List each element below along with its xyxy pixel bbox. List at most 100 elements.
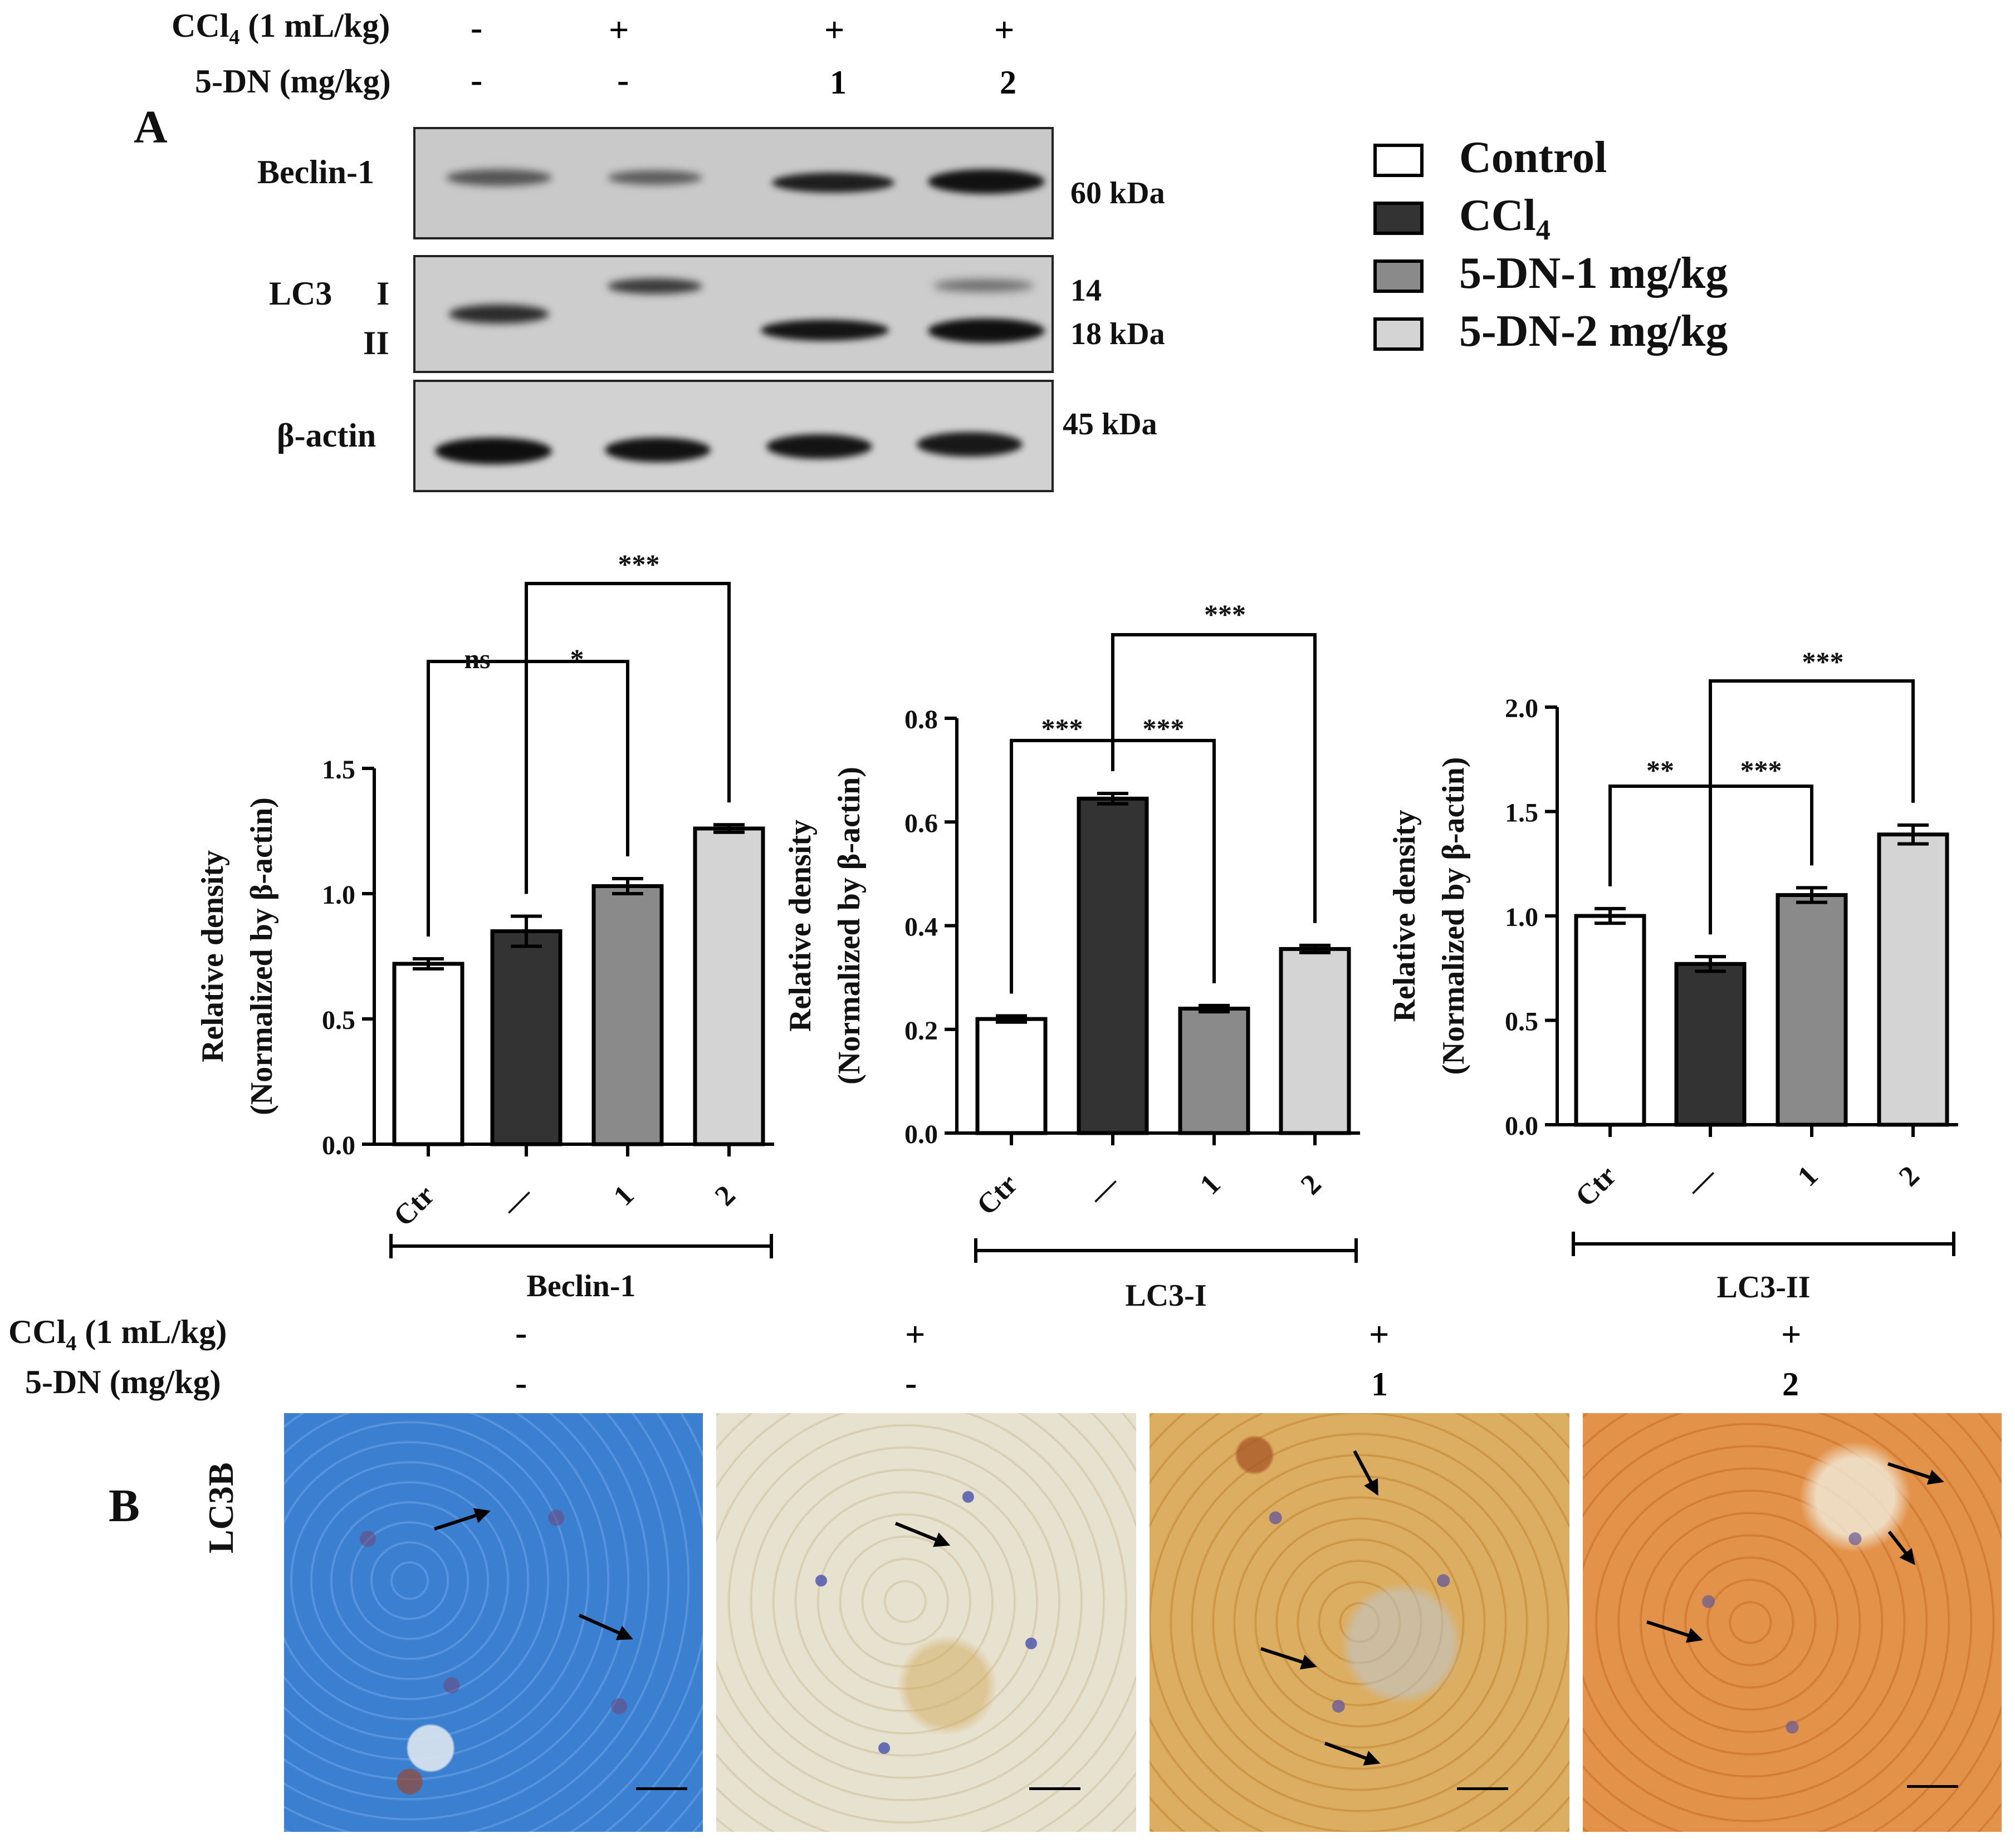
- bar: [1776, 893, 1848, 1127]
- lc3-ii-label: II: [363, 325, 389, 361]
- panel-b-letter: B: [109, 1480, 140, 1532]
- lc3-kda-bottom: 18 kDa: [1070, 317, 1165, 351]
- y-tick-label: 1.0: [1505, 903, 1538, 932]
- legend-swatch-ccl4: [1373, 202, 1424, 235]
- x-tick-label: 2: [709, 1179, 742, 1212]
- y-tick-label: 0.0: [322, 1131, 355, 1160]
- scale-bar: [636, 1787, 687, 1790]
- y-axis-label: Relative density: [1387, 810, 1422, 1022]
- bar: [1574, 914, 1646, 1127]
- x-tick-label: —: [1680, 1159, 1723, 1203]
- panel-b-ccl4-value-2: +: [905, 1315, 926, 1354]
- lc3-blot-label: LC3: [269, 275, 332, 312]
- y-tick-label: 0.6: [904, 808, 938, 838]
- micrograph-control: [284, 1413, 703, 1832]
- bar: [1674, 962, 1747, 1127]
- actin-band-2: [605, 438, 711, 462]
- x-tick-label: 2: [1893, 1160, 1926, 1193]
- dn-value-1: -: [471, 60, 483, 100]
- y-axis-label-2: (Normalized by β-actin): [1436, 757, 1471, 1075]
- panel-b-dn-value-1: -: [515, 1363, 527, 1403]
- lc3-band-1: [449, 305, 549, 323]
- legend-swatch-control: [1373, 144, 1424, 177]
- dn-value-2: -: [617, 60, 629, 100]
- beclin-band-3: [772, 173, 894, 193]
- ccl4-value-4: +: [994, 10, 1015, 50]
- significance-bracket: [1608, 785, 1712, 935]
- lc3-band-2: [608, 278, 702, 294]
- y-tick-label: 0.0: [1505, 1111, 1538, 1141]
- arrow-icon: [1887, 1462, 1942, 1483]
- x-tick-label: 1: [608, 1179, 640, 1212]
- y-tick-label: 0.4: [904, 913, 938, 942]
- actin-band-4: [917, 432, 1023, 457]
- significance-label: ***: [1802, 646, 1844, 677]
- scale-bar: [1457, 1787, 1508, 1790]
- y-tick-label: 0.8: [904, 705, 938, 734]
- bar: [591, 884, 664, 1146]
- legend-ccl4-sub: 4: [1535, 214, 1551, 246]
- arrow-icon: [578, 1614, 631, 1640]
- dn-value-3: 1: [830, 64, 847, 101]
- legend-ccl4-main: CCl: [1459, 191, 1536, 240]
- lc3-blot: [413, 255, 1054, 373]
- lc3-band-3: [761, 320, 889, 341]
- ccl4-value-2: +: [609, 10, 629, 50]
- actin-band-1: [435, 438, 552, 464]
- ccl4-label-sub: 4: [229, 26, 240, 49]
- arrow-icon: [1646, 1620, 1701, 1641]
- y-tick-label: 0.5: [322, 1006, 355, 1035]
- lc3-band-4-faint: [933, 280, 1034, 292]
- lc3-kda-top: 14: [1070, 273, 1102, 308]
- lc3b-row-label: LC3B: [201, 1462, 241, 1553]
- micrograph-dn-1: [1150, 1413, 1569, 1832]
- y-axis-label-2: (Normalized by β-actin): [244, 797, 279, 1115]
- x-tick-label: Ctr: [971, 1168, 1024, 1221]
- panel-b-dn-label: 5-DN (mg/kg): [25, 1364, 221, 1400]
- significance-bracket: [427, 660, 528, 937]
- beclin-band-4: [928, 169, 1045, 194]
- beclin-band-2: [608, 170, 702, 185]
- y-tick-label: 1.0: [322, 880, 355, 910]
- significance-bracket: [1111, 633, 1317, 923]
- ccl4-dose-label: CCl4 (1 mL/kg): [172, 7, 390, 50]
- y-tick-label: 0.5: [1505, 1007, 1538, 1037]
- arrow-icon: [1324, 1742, 1378, 1764]
- y-tick-label: 2.0: [1505, 694, 1538, 723]
- bar: [1279, 947, 1351, 1135]
- dn-dose-label: 5-DN (mg/kg): [195, 63, 391, 100]
- legend-swatch-dn1: [1373, 259, 1424, 293]
- y-tick-label: 1.5: [1505, 798, 1538, 828]
- group-label: LC3-I: [1125, 1278, 1206, 1313]
- panel-b-dn-value-3: 1: [1371, 1366, 1388, 1403]
- micrograph-dn-2: [1583, 1413, 2002, 1832]
- panel-b-ccl4-value-4: +: [1781, 1315, 1802, 1354]
- ccl4-value-3: +: [824, 10, 845, 50]
- significance-bracket: [525, 660, 629, 894]
- panel-b-ccl4-label: CCl4 (1 mL/kg): [8, 1313, 227, 1356]
- panel-b-ccl4-main: CCl: [8, 1313, 66, 1350]
- panel-b-dn-value-2: -: [905, 1363, 917, 1403]
- y-tick-label: 0.2: [904, 1016, 938, 1046]
- beclin-blot-label: Beclin-1: [257, 154, 374, 190]
- significance-label: *: [570, 643, 584, 674]
- bar: [1077, 796, 1149, 1135]
- y-tick-label: 0.0: [904, 1120, 938, 1149]
- dn-value-4: 2: [1000, 64, 1016, 101]
- x-tick-label: 1: [1792, 1160, 1825, 1193]
- scale-bar: [1907, 1785, 1958, 1788]
- panel-b-ccl4-rest: (1 mL/kg): [76, 1313, 227, 1350]
- panel-b-dn-value-4: 2: [1782, 1366, 1799, 1403]
- bar: [1877, 832, 1949, 1127]
- bar: [392, 962, 464, 1146]
- ccl4-label-main: CCl: [172, 7, 229, 44]
- significance-label: ***: [1740, 754, 1782, 786]
- significance-label: ***: [618, 548, 660, 580]
- y-axis-label: Relative density: [195, 850, 230, 1062]
- arrow-icon: [1353, 1450, 1378, 1494]
- actin-blot-label: β-actin: [277, 417, 376, 454]
- micrograph-ccl4: [716, 1413, 1136, 1832]
- lc3-band-4: [928, 318, 1045, 343]
- arrow-icon: [1260, 1647, 1315, 1668]
- x-tick-label: 2: [1295, 1168, 1328, 1201]
